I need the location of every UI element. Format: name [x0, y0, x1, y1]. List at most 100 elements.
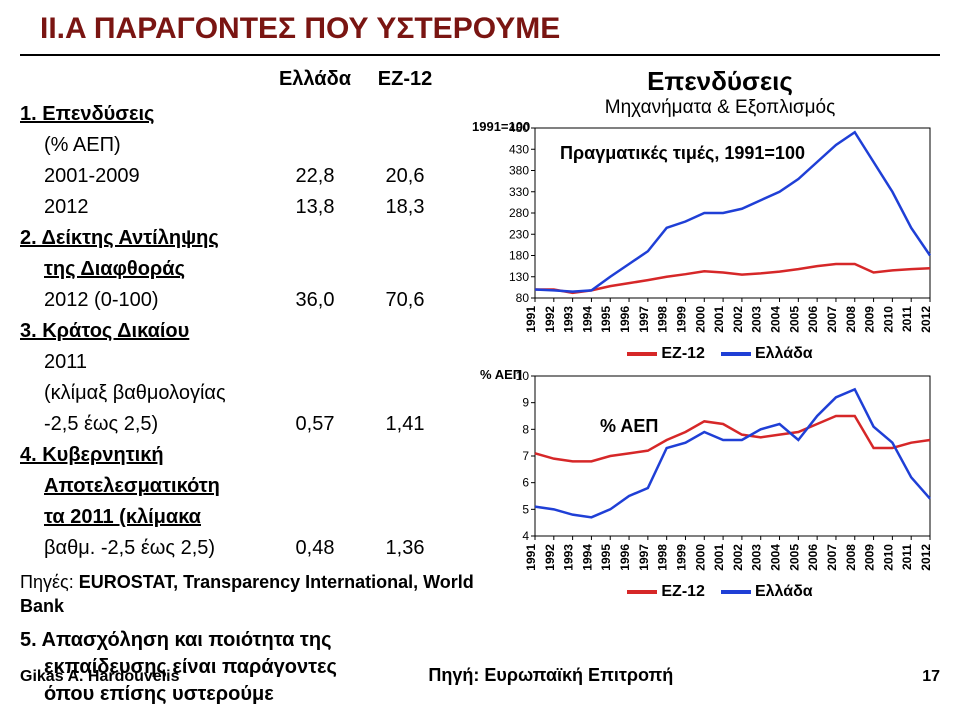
svg-text:1998: 1998 [656, 306, 670, 333]
svg-text:1999: 1999 [674, 544, 688, 571]
svg-text:2000: 2000 [693, 544, 707, 571]
legend2-label-ez12: ΕΖ-12 [661, 583, 705, 601]
svg-text:5: 5 [522, 502, 529, 516]
item3-sublabel2: (κλίμαξ βαθμολογίας [20, 380, 270, 407]
svg-text:1991: 1991 [524, 544, 538, 571]
svg-text:2011: 2011 [900, 306, 914, 332]
svg-text:7: 7 [522, 449, 529, 463]
item1-rowb-c: 18,3 [360, 194, 450, 221]
item2-row-label: 2012 (0-100) [20, 287, 270, 314]
svg-text:2006: 2006 [806, 306, 820, 333]
legend-line-ellada [721, 352, 751, 356]
svg-text:1993: 1993 [562, 544, 576, 571]
item2-row-c: 70,6 [360, 287, 450, 314]
chart1-note: Πραγματικές τιμές, 1991=100 [560, 143, 805, 164]
svg-text:6: 6 [522, 476, 529, 490]
sources: Πηγές: EUROSTAT, Transparency Internatio… [20, 570, 480, 619]
chart2-legend: ΕΖ-12 Ελλάδα [500, 583, 940, 601]
svg-text:2012: 2012 [919, 544, 933, 571]
chart1-ylabel: 1991=100 [472, 119, 530, 134]
legend-line-ez12 [627, 352, 657, 356]
svg-text:2002: 2002 [731, 544, 745, 571]
svg-text:2003: 2003 [750, 306, 764, 333]
item1-label: 1. Επενδύσεις [20, 103, 154, 125]
svg-text:2000: 2000 [693, 306, 707, 333]
svg-text:2004: 2004 [769, 306, 783, 333]
svg-text:4: 4 [522, 529, 529, 543]
item3-row-b: 0,57 [270, 411, 360, 438]
svg-text:1991: 1991 [524, 306, 538, 333]
item1-sublabel: (% ΑΕΠ) [20, 132, 270, 159]
content: Ελλάδα ΕΖ-12 1. Επενδύσεις (% ΑΕΠ) 2001-… [0, 56, 960, 708]
svg-text:1992: 1992 [543, 544, 557, 571]
right-column: Επενδύσεις Μηχανήματα & Εξοπλισμός 1991=… [500, 66, 940, 708]
svg-text:2010: 2010 [881, 306, 895, 333]
item5-rest1: και ποιότητα της [169, 629, 332, 651]
legend2-line-ez12 [627, 590, 657, 594]
item1-rowa-c: 20,6 [360, 163, 450, 190]
item3-row-c: 1,41 [360, 411, 450, 438]
legend2-label-ellada: Ελλάδα [755, 583, 813, 601]
svg-text:9: 9 [522, 396, 529, 410]
sources-text: EUROSTAT, Transparency International, Wo… [20, 572, 474, 616]
svg-text:1995: 1995 [599, 544, 613, 571]
svg-text:2009: 2009 [863, 544, 877, 571]
item1-rowa-b: 22,8 [270, 163, 360, 190]
svg-text:2006: 2006 [806, 544, 820, 571]
chart2-ylabel: % ΑΕΠ [480, 367, 522, 382]
item1-rowa-label: 2001-2009 [20, 163, 270, 190]
item2-label: 2. Δείκτης Αντίληψης [20, 227, 219, 249]
svg-text:2002: 2002 [731, 306, 745, 333]
svg-text:2012: 2012 [919, 306, 933, 333]
sources-prefix: Πηγές: [20, 572, 74, 592]
item1-rowb-label: 2012 [20, 194, 270, 221]
svg-text:2005: 2005 [787, 306, 801, 333]
svg-text:2008: 2008 [844, 306, 858, 333]
chart1-legend: ΕΖ-12 Ελλάδα [500, 345, 940, 363]
table-header: Ελλάδα ΕΖ-12 [20, 66, 480, 93]
svg-text:280: 280 [509, 206, 529, 220]
svg-text:330: 330 [509, 185, 529, 199]
slide-title: II.A ΠΑΡΑΓΟΝΤΕΣ ΠΟΥ ΥΣΤΕΡΟΥΜΕ [20, 0, 940, 56]
svg-text:2010: 2010 [881, 544, 895, 571]
svg-text:1997: 1997 [637, 544, 651, 571]
svg-text:1992: 1992 [543, 306, 557, 333]
svg-text:80: 80 [516, 291, 530, 305]
item4-label: 4. Κυβερνητική [20, 444, 164, 466]
item4-row-c: 1,36 [360, 535, 450, 562]
svg-text:2007: 2007 [825, 306, 839, 333]
svg-text:380: 380 [509, 164, 529, 178]
svg-text:430: 430 [509, 142, 529, 156]
legend-label-ez12: ΕΖ-12 [661, 345, 705, 363]
item4-sublabel2: τα 2011 (κλίμακα [44, 506, 201, 528]
item2-row-b: 36,0 [270, 287, 360, 314]
item5-label: 5. Απασχόληση [20, 629, 169, 651]
svg-text:1999: 1999 [674, 306, 688, 333]
svg-text:8: 8 [522, 422, 529, 436]
footer-author: Gikas A. Hardouvelis [20, 668, 179, 686]
svg-text:1998: 1998 [656, 544, 670, 571]
item3-row-label: -2,5 έως 2,5) [20, 411, 270, 438]
svg-text:2003: 2003 [750, 544, 764, 571]
svg-text:2011: 2011 [900, 544, 914, 570]
chart2-svg: 4567891019911992199319941995199619971998… [500, 371, 940, 581]
item3-label: 3. Κράτος Δικαίου [20, 320, 189, 342]
item1-rowb-b: 13,8 [270, 194, 360, 221]
item4-row-b: 0,48 [270, 535, 360, 562]
footer: Gikas A. Hardouvelis Πηγή: Ευρωπαϊκή Επι… [20, 665, 940, 686]
svg-text:2005: 2005 [787, 544, 801, 571]
item2-sublabel: της Διαφθοράς [44, 258, 185, 280]
item3-sublabel1: 2011 [20, 349, 270, 376]
col-header-ez12: ΕΖ-12 [360, 66, 450, 93]
svg-text:2001: 2001 [712, 544, 726, 571]
svg-text:230: 230 [509, 227, 529, 241]
svg-text:1996: 1996 [618, 306, 632, 333]
legend2-line-ellada [721, 590, 751, 594]
footer-source: Πηγή: Ευρωπαϊκή Επιτροπή [428, 665, 673, 686]
svg-text:180: 180 [509, 249, 529, 263]
legend-label-ellada: Ελλάδα [755, 345, 813, 363]
svg-text:1996: 1996 [618, 544, 632, 571]
svg-text:130: 130 [509, 270, 529, 284]
svg-text:2001: 2001 [712, 306, 726, 333]
footer-page: 17 [922, 668, 940, 686]
